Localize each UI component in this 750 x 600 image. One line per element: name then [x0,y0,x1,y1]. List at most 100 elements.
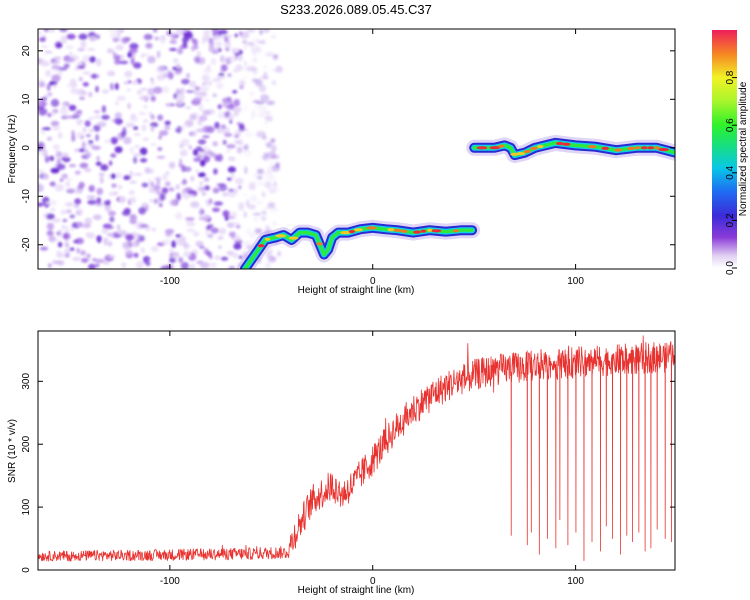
noise-blob [144,167,151,174]
noise-blob [264,181,272,189]
y-tick-label: 0 [21,567,32,573]
noise-blob [156,74,165,81]
noise-blob [234,134,239,139]
noise-blob [178,158,183,166]
noise-blob [193,56,201,64]
noise-blob [105,254,109,259]
noise-blob [45,201,50,205]
noise-blob [226,144,236,149]
noise-blob [78,33,88,40]
noise-blob [93,110,101,114]
noise-blob [50,120,60,127]
ridge-hotspot [316,242,323,246]
noise-blob [270,138,276,142]
colorbar-ticks: 0.0 0.2 0.4 0.6 0.8 [725,70,737,275]
noise-blob [162,85,169,94]
noise-blob [264,52,274,57]
x-tick-label: 100 [567,276,584,287]
noise-blob [63,63,70,69]
noise-blob [113,52,117,57]
noise-blob [130,57,135,65]
noise-blob [73,189,83,195]
noise-blob [272,187,281,193]
ridge-hotspot [393,228,402,232]
noise-blob [120,130,127,138]
noise-blob [153,184,161,191]
noise-blob [68,104,77,111]
noise-blob [164,120,171,126]
noise-blob [73,239,79,244]
spectrogram-y-axis: -20 -10 0 10 20 [21,45,675,252]
noise-blob [120,54,125,61]
noise-blob [86,152,92,158]
noise-blob [234,177,244,185]
noise-blob [115,100,119,107]
noise-blob [76,119,84,124]
noise-blob [84,120,91,127]
noise-blob [136,261,144,269]
noise-blob [252,58,258,63]
noise-blob [141,124,147,132]
noise-blob [205,80,213,87]
noise-blob [80,40,87,48]
noise-blob [171,240,177,248]
noise-blob [44,155,50,163]
noise-blob [242,39,248,45]
noise-blob [80,250,86,256]
noise-blob [88,185,95,192]
noise-blob [57,132,63,139]
ridge-hotspot [640,146,648,150]
noise-blob [157,147,163,151]
ridge-hotspot [635,146,641,150]
noise-blob [111,183,117,188]
noise-blob [113,118,118,124]
ridge-mid-amplitude [241,139,675,269]
noise-blob [134,144,141,149]
noise-blob [100,164,109,171]
noise-blob [84,168,92,172]
noise-blob [64,242,70,248]
noise-blob [186,228,195,233]
noise-blob [160,265,170,269]
noise-blob [106,225,115,230]
noise-blob [127,51,133,58]
noise-blob [140,87,148,91]
noise-blob [59,178,64,182]
ridge-low-amplitude [239,137,675,269]
noise-blob [186,166,191,171]
noise-blob [88,91,93,98]
y-tick-label: 0 [21,145,32,151]
noise-blob [162,187,169,194]
noise-blob [187,190,197,195]
noise-blob [191,37,196,43]
noise-blob [259,29,264,35]
noise-blob [203,68,213,73]
noise-blob [145,261,151,266]
noise-blob [220,256,229,261]
noise-blob [175,234,181,238]
noise-blob [114,112,122,119]
spectrogram-ridge-group [236,134,675,269]
noise-blob [140,95,150,101]
ridge-hotspot [431,229,442,233]
noise-blob [150,245,159,253]
noise-blob [47,91,53,97]
noise-blob [150,122,159,128]
noise-blob [117,32,121,40]
noise-blob [208,254,213,260]
noise-blob [107,232,114,237]
noise-blob [128,196,137,205]
noise-blob [183,251,192,257]
noise-blob [70,87,78,95]
noise-blob [248,231,258,239]
noise-blob [51,74,61,83]
noise-blob [169,253,173,259]
noise-blob [207,233,214,238]
ridge-hotspot [413,230,421,234]
noise-blob [88,128,94,133]
noise-blob [200,261,210,269]
noise-blob [224,132,233,137]
noise-blob [265,141,272,148]
noise-blob [99,176,104,184]
noise-blob [211,49,219,55]
